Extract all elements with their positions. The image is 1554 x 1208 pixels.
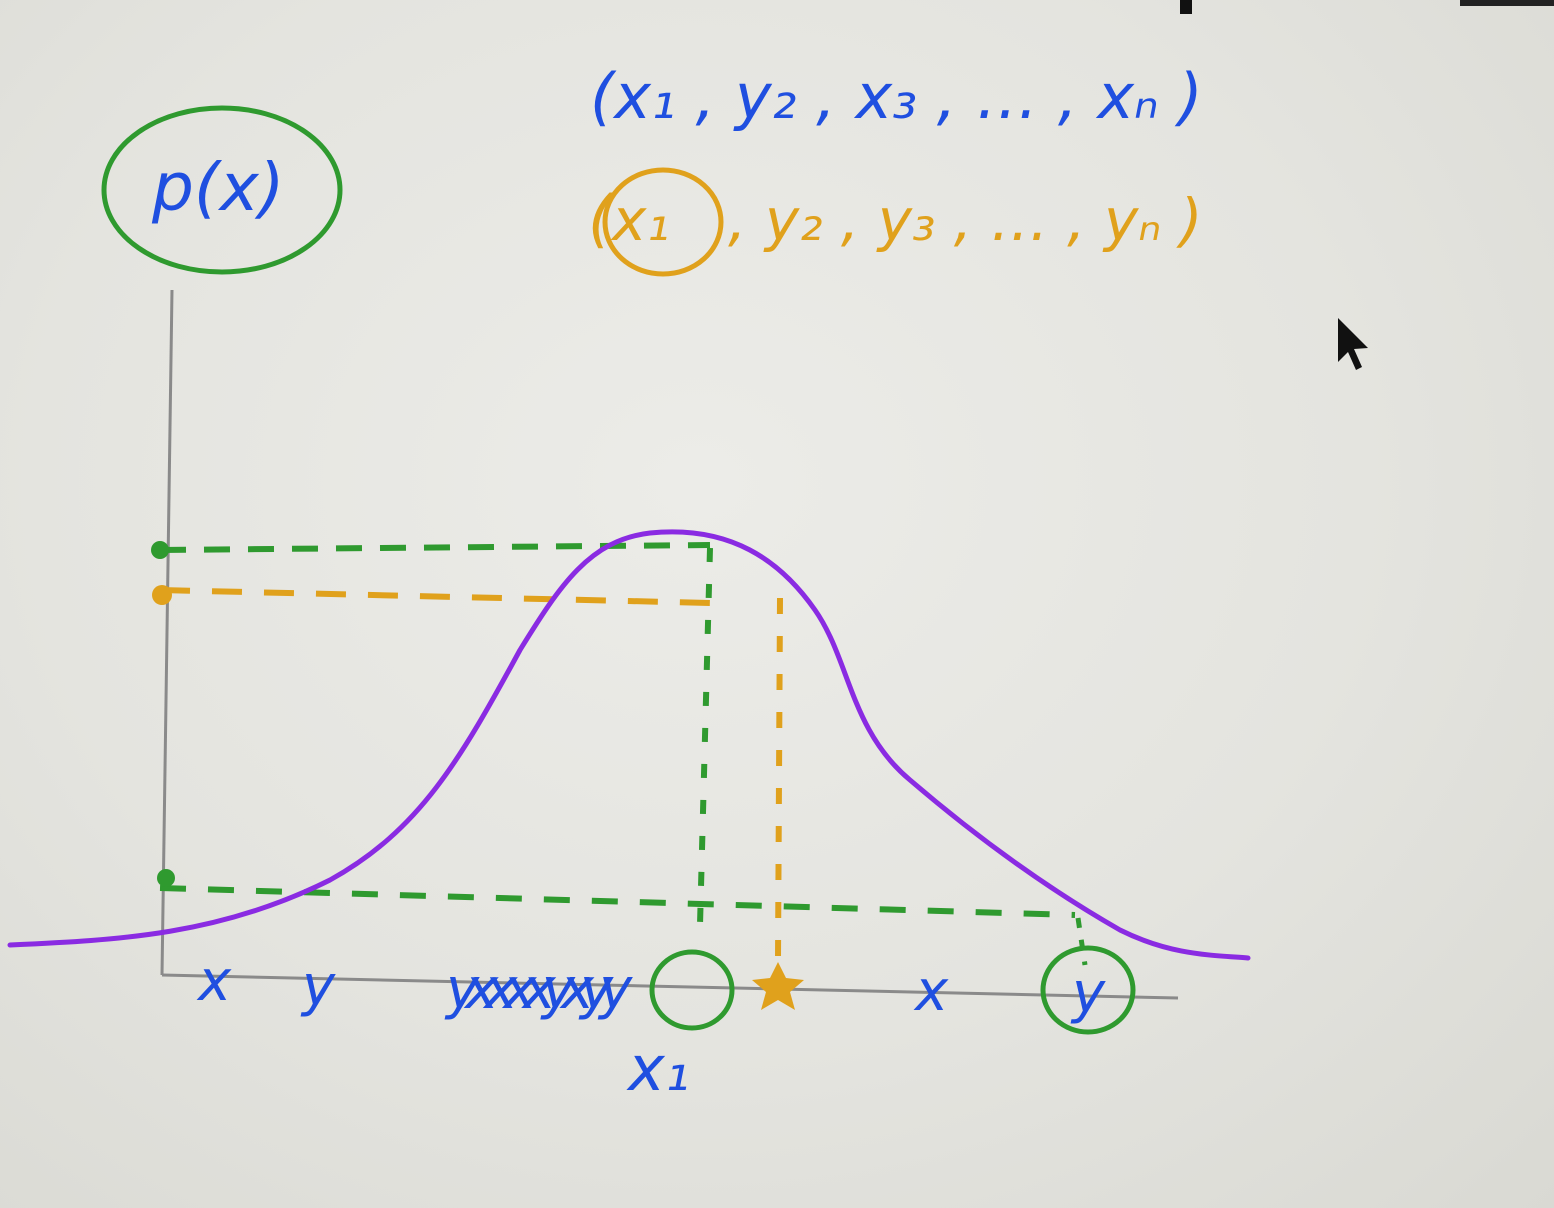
sample-cluster: yxxxxyxyy	[444, 957, 633, 1022]
orange-circle	[602, 167, 724, 277]
sample-label: x₁	[626, 1032, 690, 1105]
green-guide-top	[159, 542, 711, 553]
mouse-pointer-icon	[1338, 318, 1368, 370]
green-guide-right-drop	[1075, 917, 1088, 966]
sample-mark: y	[300, 954, 336, 1019]
orange-guide-top	[159, 587, 713, 606]
blue-sequence: (x₁ , y₂ , x₃ , … , xₙ )	[590, 60, 1203, 133]
green-guide-vertical	[697, 547, 713, 926]
green-tick-top	[151, 541, 169, 559]
corner-mark-2	[1460, 0, 1554, 6]
orange-sequence-first: x₁	[610, 186, 670, 254]
x-axis	[161, 973, 1179, 1000]
green-sample-circle	[649, 949, 735, 1031]
orange-sequence-rest: , y₂ , y₃ , … , yₙ )	[728, 186, 1202, 254]
ylabel-circle	[101, 105, 343, 275]
density-curve	[7, 529, 1251, 961]
sample-mark: x	[196, 949, 232, 1014]
green-guide-bottom	[159, 885, 1076, 918]
green-sample-circle-right	[1040, 945, 1136, 1035]
sample-mark: y	[1070, 961, 1106, 1026]
orange-guide-vertical	[775, 597, 783, 961]
corner-mark	[1180, 0, 1192, 14]
y-axis-label: p(x)	[151, 149, 284, 226]
orange-open-paren: (	[588, 182, 615, 255]
sample-mark: x	[913, 959, 949, 1024]
orange-sample-marker	[752, 962, 804, 1010]
orange-tick	[152, 585, 172, 605]
green-tick-bottom	[157, 869, 175, 887]
y-axis	[160, 289, 174, 976]
